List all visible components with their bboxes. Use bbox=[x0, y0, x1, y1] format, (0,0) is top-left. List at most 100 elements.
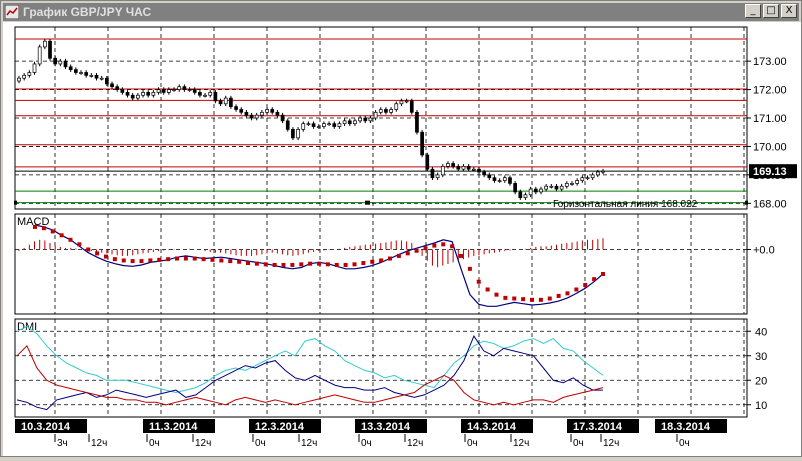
macd-signal-point bbox=[352, 262, 357, 267]
macd-signal-point bbox=[281, 262, 286, 267]
macd-panel[interactable]: +0.0 MACD bbox=[14, 213, 775, 315]
candle-body bbox=[332, 123, 337, 127]
candle-body bbox=[99, 77, 104, 80]
candle-body bbox=[260, 111, 264, 116]
macd-tick-label: +0.0 bbox=[753, 244, 775, 256]
candle-body bbox=[130, 94, 135, 99]
dmi-line bbox=[16, 325, 604, 394]
macd-signal-point bbox=[254, 261, 259, 266]
dmi-tick-label: 10 bbox=[755, 400, 767, 412]
candle-body bbox=[208, 92, 213, 96]
macd-signal-point bbox=[441, 242, 446, 247]
candle-body bbox=[234, 106, 238, 110]
candle-body bbox=[68, 66, 73, 71]
candle-body bbox=[125, 92, 130, 96]
macd-signal-point bbox=[148, 258, 153, 263]
macd-signal-point bbox=[592, 277, 597, 282]
macd-signal-point bbox=[104, 254, 108, 259]
candle-body bbox=[301, 123, 306, 130]
candle-body bbox=[223, 97, 228, 105]
macd-signal-point bbox=[494, 292, 499, 297]
candle-body bbox=[404, 100, 409, 103]
macd-signal-point bbox=[77, 242, 82, 247]
candle-body bbox=[198, 92, 202, 96]
candle-body bbox=[549, 185, 554, 188]
macd-signal-point bbox=[33, 224, 37, 229]
macd-signal-point bbox=[86, 247, 91, 252]
macd-signal-point bbox=[246, 261, 250, 266]
maximize-button[interactable]: □ bbox=[763, 4, 779, 18]
candle-body bbox=[22, 74, 27, 79]
candle-body bbox=[136, 94, 140, 99]
candle-body bbox=[528, 188, 533, 196]
macd-signal-point bbox=[503, 295, 508, 300]
macd-signal-point bbox=[601, 272, 605, 276]
macd-signal-point bbox=[263, 262, 268, 267]
candle-body bbox=[311, 123, 316, 127]
candle-body bbox=[513, 183, 517, 193]
candle-body bbox=[156, 89, 161, 93]
candle-body bbox=[73, 69, 78, 73]
candle-body bbox=[575, 180, 580, 184]
minimize-button[interactable]: _ bbox=[745, 4, 761, 18]
candle-body bbox=[353, 120, 357, 125]
macd-signal-point bbox=[450, 244, 455, 249]
candle-body bbox=[523, 194, 528, 198]
candle-body bbox=[570, 183, 574, 185]
price-panel[interactable]: 173.00172.00171.00170.00169.00168.00169.… bbox=[14, 26, 797, 210]
candle-body bbox=[265, 109, 269, 113]
candle-body bbox=[497, 180, 502, 182]
title-bar[interactable]: График GBP/JPY ЧАС _ □ X bbox=[3, 3, 799, 21]
macd-signal-point bbox=[272, 262, 277, 267]
date-label-box bbox=[15, 419, 87, 433]
candle-body bbox=[249, 114, 254, 119]
candle-body bbox=[590, 174, 595, 179]
candle-body bbox=[430, 168, 435, 179]
close-button[interactable]: X bbox=[781, 4, 797, 18]
macd-signal-point bbox=[219, 258, 224, 263]
candle-body bbox=[316, 126, 321, 128]
macd-signal-point bbox=[414, 248, 419, 253]
candle-body bbox=[146, 92, 151, 96]
macd-signal-point bbox=[405, 251, 410, 256]
candle-body bbox=[415, 111, 419, 133]
candle-body bbox=[79, 72, 83, 74]
macd-signal-point bbox=[485, 287, 490, 292]
date-label-box bbox=[355, 419, 427, 433]
candle-body bbox=[53, 57, 58, 65]
date-label: 14.3.2014 bbox=[467, 421, 517, 433]
candle-body bbox=[420, 131, 424, 156]
line-handle bbox=[365, 200, 370, 205]
chart-canvas[interactable]: 173.00172.00171.00170.00169.00168.00169.… bbox=[3, 22, 801, 456]
candle-body bbox=[177, 86, 182, 90]
date-label-box bbox=[249, 419, 321, 433]
candle-body bbox=[544, 185, 549, 190]
candle-body bbox=[218, 100, 223, 105]
hour-label: 0ч bbox=[467, 438, 478, 449]
candle-body bbox=[110, 83, 114, 88]
candle-body bbox=[42, 40, 47, 48]
date-label: 12.3.2014 bbox=[255, 421, 305, 433]
hour-label: 12ч bbox=[91, 438, 107, 449]
macd-signal-point bbox=[432, 243, 437, 248]
chart-area[interactable]: 173.00172.00171.00170.00169.00168.00169.… bbox=[3, 22, 801, 456]
macd-signal-point bbox=[237, 259, 242, 264]
macd-signal-point bbox=[192, 256, 197, 261]
price-tick-label: 171.00 bbox=[753, 113, 787, 125]
candle-body bbox=[492, 177, 497, 181]
macd-signal-point bbox=[175, 256, 179, 261]
candle-body bbox=[456, 165, 461, 170]
candle-body bbox=[63, 60, 68, 68]
candle-body bbox=[435, 174, 440, 179]
candle-body bbox=[363, 117, 368, 122]
macd-signal-point bbox=[583, 282, 588, 287]
date-label-box bbox=[143, 419, 215, 433]
candle-body bbox=[84, 72, 89, 76]
candle-body bbox=[280, 114, 285, 122]
macd-signal-point bbox=[59, 233, 64, 238]
candle-body bbox=[239, 109, 244, 113]
candle-body bbox=[368, 117, 373, 122]
candle-body bbox=[539, 188, 543, 193]
candle-body bbox=[58, 60, 63, 65]
